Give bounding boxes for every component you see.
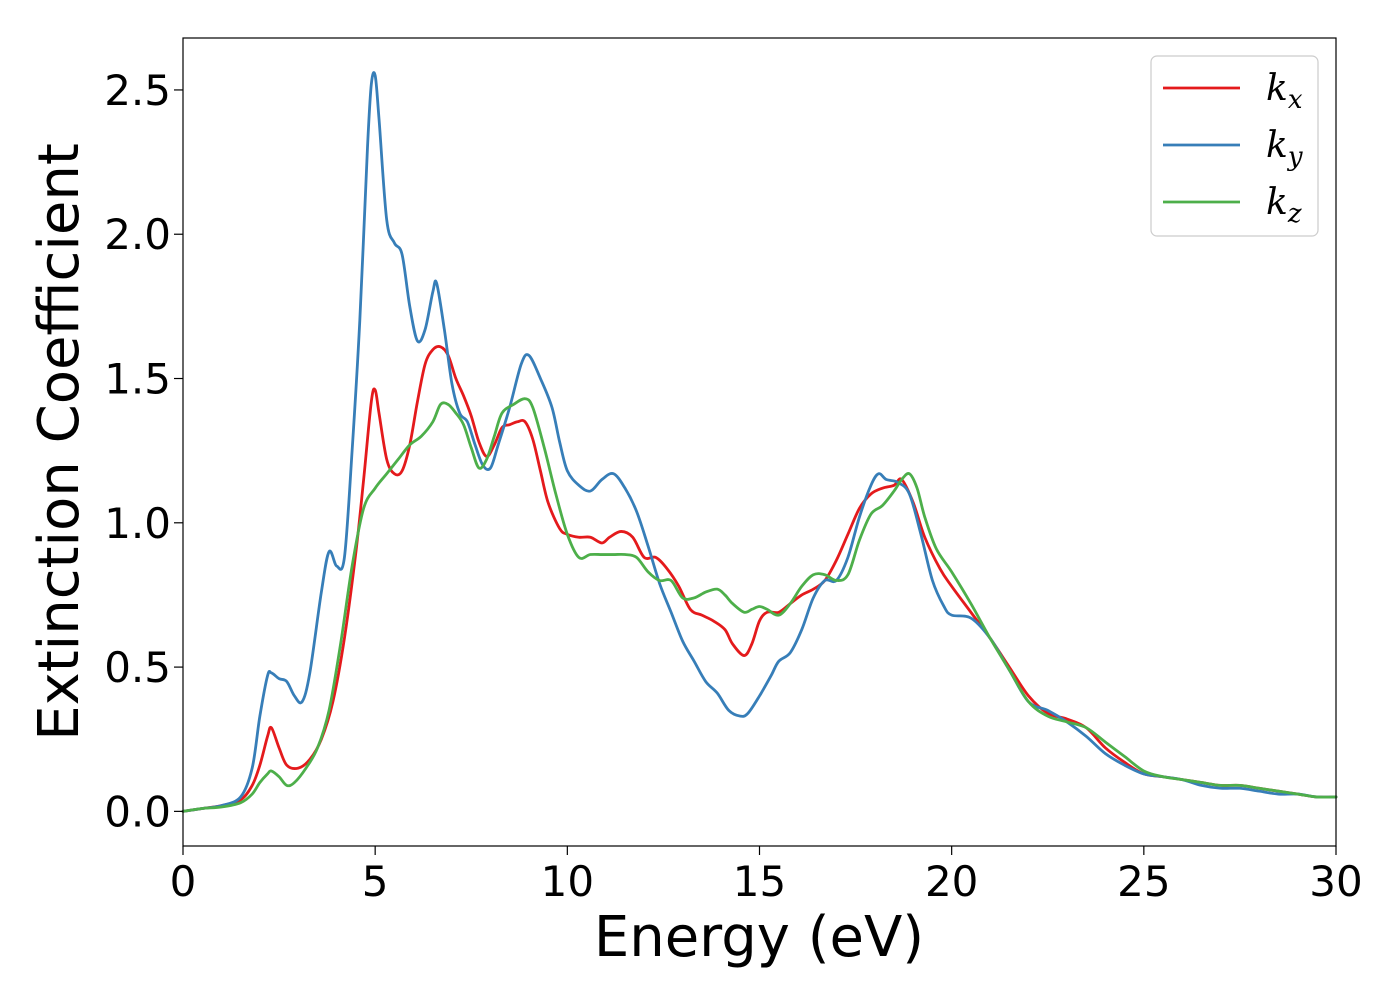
x-tick-label: 5 [362, 857, 389, 906]
x-tick-label: 25 [1117, 857, 1170, 906]
x-tick-label: 10 [541, 857, 594, 906]
series-line-kx [181, 345, 1338, 813]
y-tick-label: 1.5 [104, 355, 171, 404]
series-layer [181, 71, 1338, 813]
legend-label-kz: kz [1266, 182, 1302, 229]
legend-label-kx: kx [1266, 68, 1303, 115]
y-tick-label: 1.0 [104, 499, 171, 548]
x-axis-title: Energy (eV) [594, 905, 924, 970]
y-axis-title: Extinction Coefficient [27, 143, 92, 741]
y-tick-label: 2.5 [104, 66, 171, 115]
x-tick-label: 30 [1309, 857, 1362, 906]
x-tick-label: 20 [925, 857, 978, 906]
y-tick-label: 0.0 [104, 787, 171, 836]
x-tick-label: 0 [170, 857, 197, 906]
legend-label-ky: ky [1266, 125, 1303, 172]
y-tick-label: 2.0 [104, 210, 171, 259]
legend: kx ky kz [1150, 55, 1319, 237]
y-tick-label: 0.5 [104, 643, 171, 692]
series-line-kz [181, 397, 1338, 813]
ticks-layer: 0 5 10 15 20 25 30 0.0 0.5 1.0 1.5 2.0 2.5 [104, 66, 1363, 906]
x-tick-label: 15 [733, 857, 786, 906]
